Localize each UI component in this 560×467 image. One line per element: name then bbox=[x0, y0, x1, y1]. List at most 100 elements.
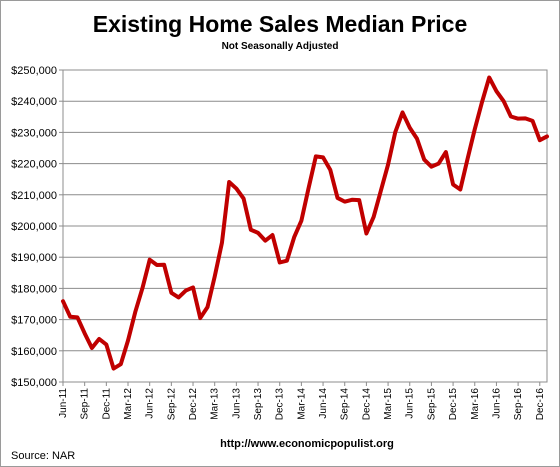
data-point bbox=[386, 162, 390, 167]
data-point bbox=[68, 315, 72, 319]
data-point bbox=[263, 239, 267, 243]
data-point bbox=[487, 75, 491, 80]
data-point bbox=[408, 126, 412, 130]
data-point bbox=[299, 219, 303, 223]
gridlines bbox=[63, 69, 547, 383]
data-point bbox=[140, 286, 145, 290]
data-point bbox=[176, 295, 181, 300]
x-tick-label: Mar-12 bbox=[123, 388, 134, 420]
data-point bbox=[523, 116, 527, 120]
data-point bbox=[278, 260, 282, 265]
y-tick-label: $210,000 bbox=[11, 190, 57, 202]
x-tick-label: Dec-13 bbox=[275, 388, 286, 421]
series-line bbox=[61, 75, 549, 371]
data-point bbox=[473, 127, 477, 131]
y-tick-label: $170,000 bbox=[11, 315, 57, 327]
x-tick-label: Dec-11 bbox=[101, 388, 112, 420]
x-tick-label: Sep-13 bbox=[253, 388, 264, 421]
chart-title: Existing Home Sales Median Price bbox=[93, 11, 468, 37]
y-tick-label: $150,000 bbox=[11, 377, 57, 389]
data-point bbox=[133, 310, 137, 314]
data-point bbox=[343, 200, 347, 204]
data-point bbox=[213, 274, 217, 279]
source-label: Source: NAR bbox=[11, 450, 75, 462]
data-point bbox=[256, 231, 260, 235]
data-point bbox=[437, 162, 441, 166]
data-point bbox=[400, 110, 405, 115]
x-tick-label: Mar-15 bbox=[383, 388, 394, 420]
data-point bbox=[530, 119, 535, 123]
data-point bbox=[451, 182, 455, 187]
data-point bbox=[191, 285, 195, 290]
data-point bbox=[307, 186, 311, 190]
data-point bbox=[357, 198, 361, 202]
data-point bbox=[415, 137, 419, 141]
data-point bbox=[119, 362, 123, 366]
x-tick-label: Sep-12 bbox=[166, 388, 177, 421]
y-tick-label: $180,000 bbox=[11, 283, 57, 295]
y-axis: $150,000 $160,000 $170,000 $180,000 $190,000… bbox=[11, 65, 63, 389]
data-point bbox=[393, 130, 397, 134]
data-point bbox=[227, 180, 231, 184]
data-point bbox=[335, 196, 340, 200]
data-point bbox=[249, 228, 253, 232]
series-layer bbox=[61, 75, 549, 371]
data-point bbox=[494, 89, 499, 93]
data-point bbox=[285, 259, 289, 263]
url-label: http://www.economicpopulist.org bbox=[220, 438, 394, 450]
x-tick-label: Mar-13 bbox=[210, 388, 221, 420]
x-tick-label: Jun-15 bbox=[405, 388, 416, 419]
data-point bbox=[169, 291, 173, 295]
x-tick-label: Sep-11 bbox=[80, 388, 91, 420]
data-point bbox=[198, 316, 202, 320]
x-axis: Jun-11 Sep-11 Dec-11 Mar-12 Jun-12 Sep-12 Dec-… bbox=[58, 382, 546, 420]
y-tick-label: $190,000 bbox=[11, 252, 57, 264]
data-point bbox=[372, 215, 376, 219]
data-point bbox=[234, 186, 238, 191]
data-point bbox=[184, 288, 188, 293]
data-point bbox=[314, 154, 318, 159]
y-tick-label: $200,000 bbox=[11, 221, 57, 233]
data-point bbox=[321, 155, 325, 159]
x-tick-label: Sep-14 bbox=[340, 388, 351, 421]
data-point bbox=[90, 346, 94, 350]
data-point bbox=[364, 231, 369, 236]
data-point bbox=[458, 187, 462, 192]
data-point bbox=[545, 134, 549, 139]
data-point bbox=[328, 168, 332, 172]
x-tick-label: Dec-12 bbox=[188, 388, 199, 421]
data-point bbox=[538, 138, 542, 142]
y-tick-label: $160,000 bbox=[11, 346, 57, 358]
x-tick-label: Mar-16 bbox=[470, 388, 481, 420]
data-point bbox=[509, 114, 513, 119]
x-tick-label: Sep-15 bbox=[426, 388, 437, 421]
x-tick-label: Jun-16 bbox=[491, 388, 502, 419]
data-point bbox=[429, 165, 434, 169]
data-point bbox=[516, 117, 520, 121]
data-point bbox=[480, 100, 484, 104]
data-point bbox=[292, 235, 296, 239]
data-point bbox=[148, 258, 152, 262]
x-tick-label: Dec-14 bbox=[361, 388, 372, 421]
data-point bbox=[155, 263, 159, 267]
data-point bbox=[502, 99, 506, 103]
data-point bbox=[61, 299, 65, 303]
data-point bbox=[444, 150, 448, 154]
y-tick-label: $250,000 bbox=[11, 65, 57, 77]
data-point bbox=[97, 337, 101, 341]
x-tick-label: Dec-15 bbox=[448, 388, 459, 421]
x-tick-label: Dec-16 bbox=[535, 388, 546, 421]
x-tick-label: Sep-16 bbox=[513, 388, 524, 421]
data-point bbox=[465, 157, 470, 161]
data-point bbox=[162, 263, 166, 267]
data-point bbox=[241, 196, 246, 201]
y-tick-label: $220,000 bbox=[11, 159, 57, 171]
x-tick-label: Mar-14 bbox=[296, 388, 307, 420]
x-tick-label: Jun-14 bbox=[318, 388, 329, 419]
data-point bbox=[422, 157, 426, 162]
x-tick-label: Jun-13 bbox=[231, 388, 242, 419]
data-point bbox=[104, 342, 108, 347]
y-tick-label: $240,000 bbox=[11, 96, 57, 108]
data-point bbox=[83, 331, 87, 335]
